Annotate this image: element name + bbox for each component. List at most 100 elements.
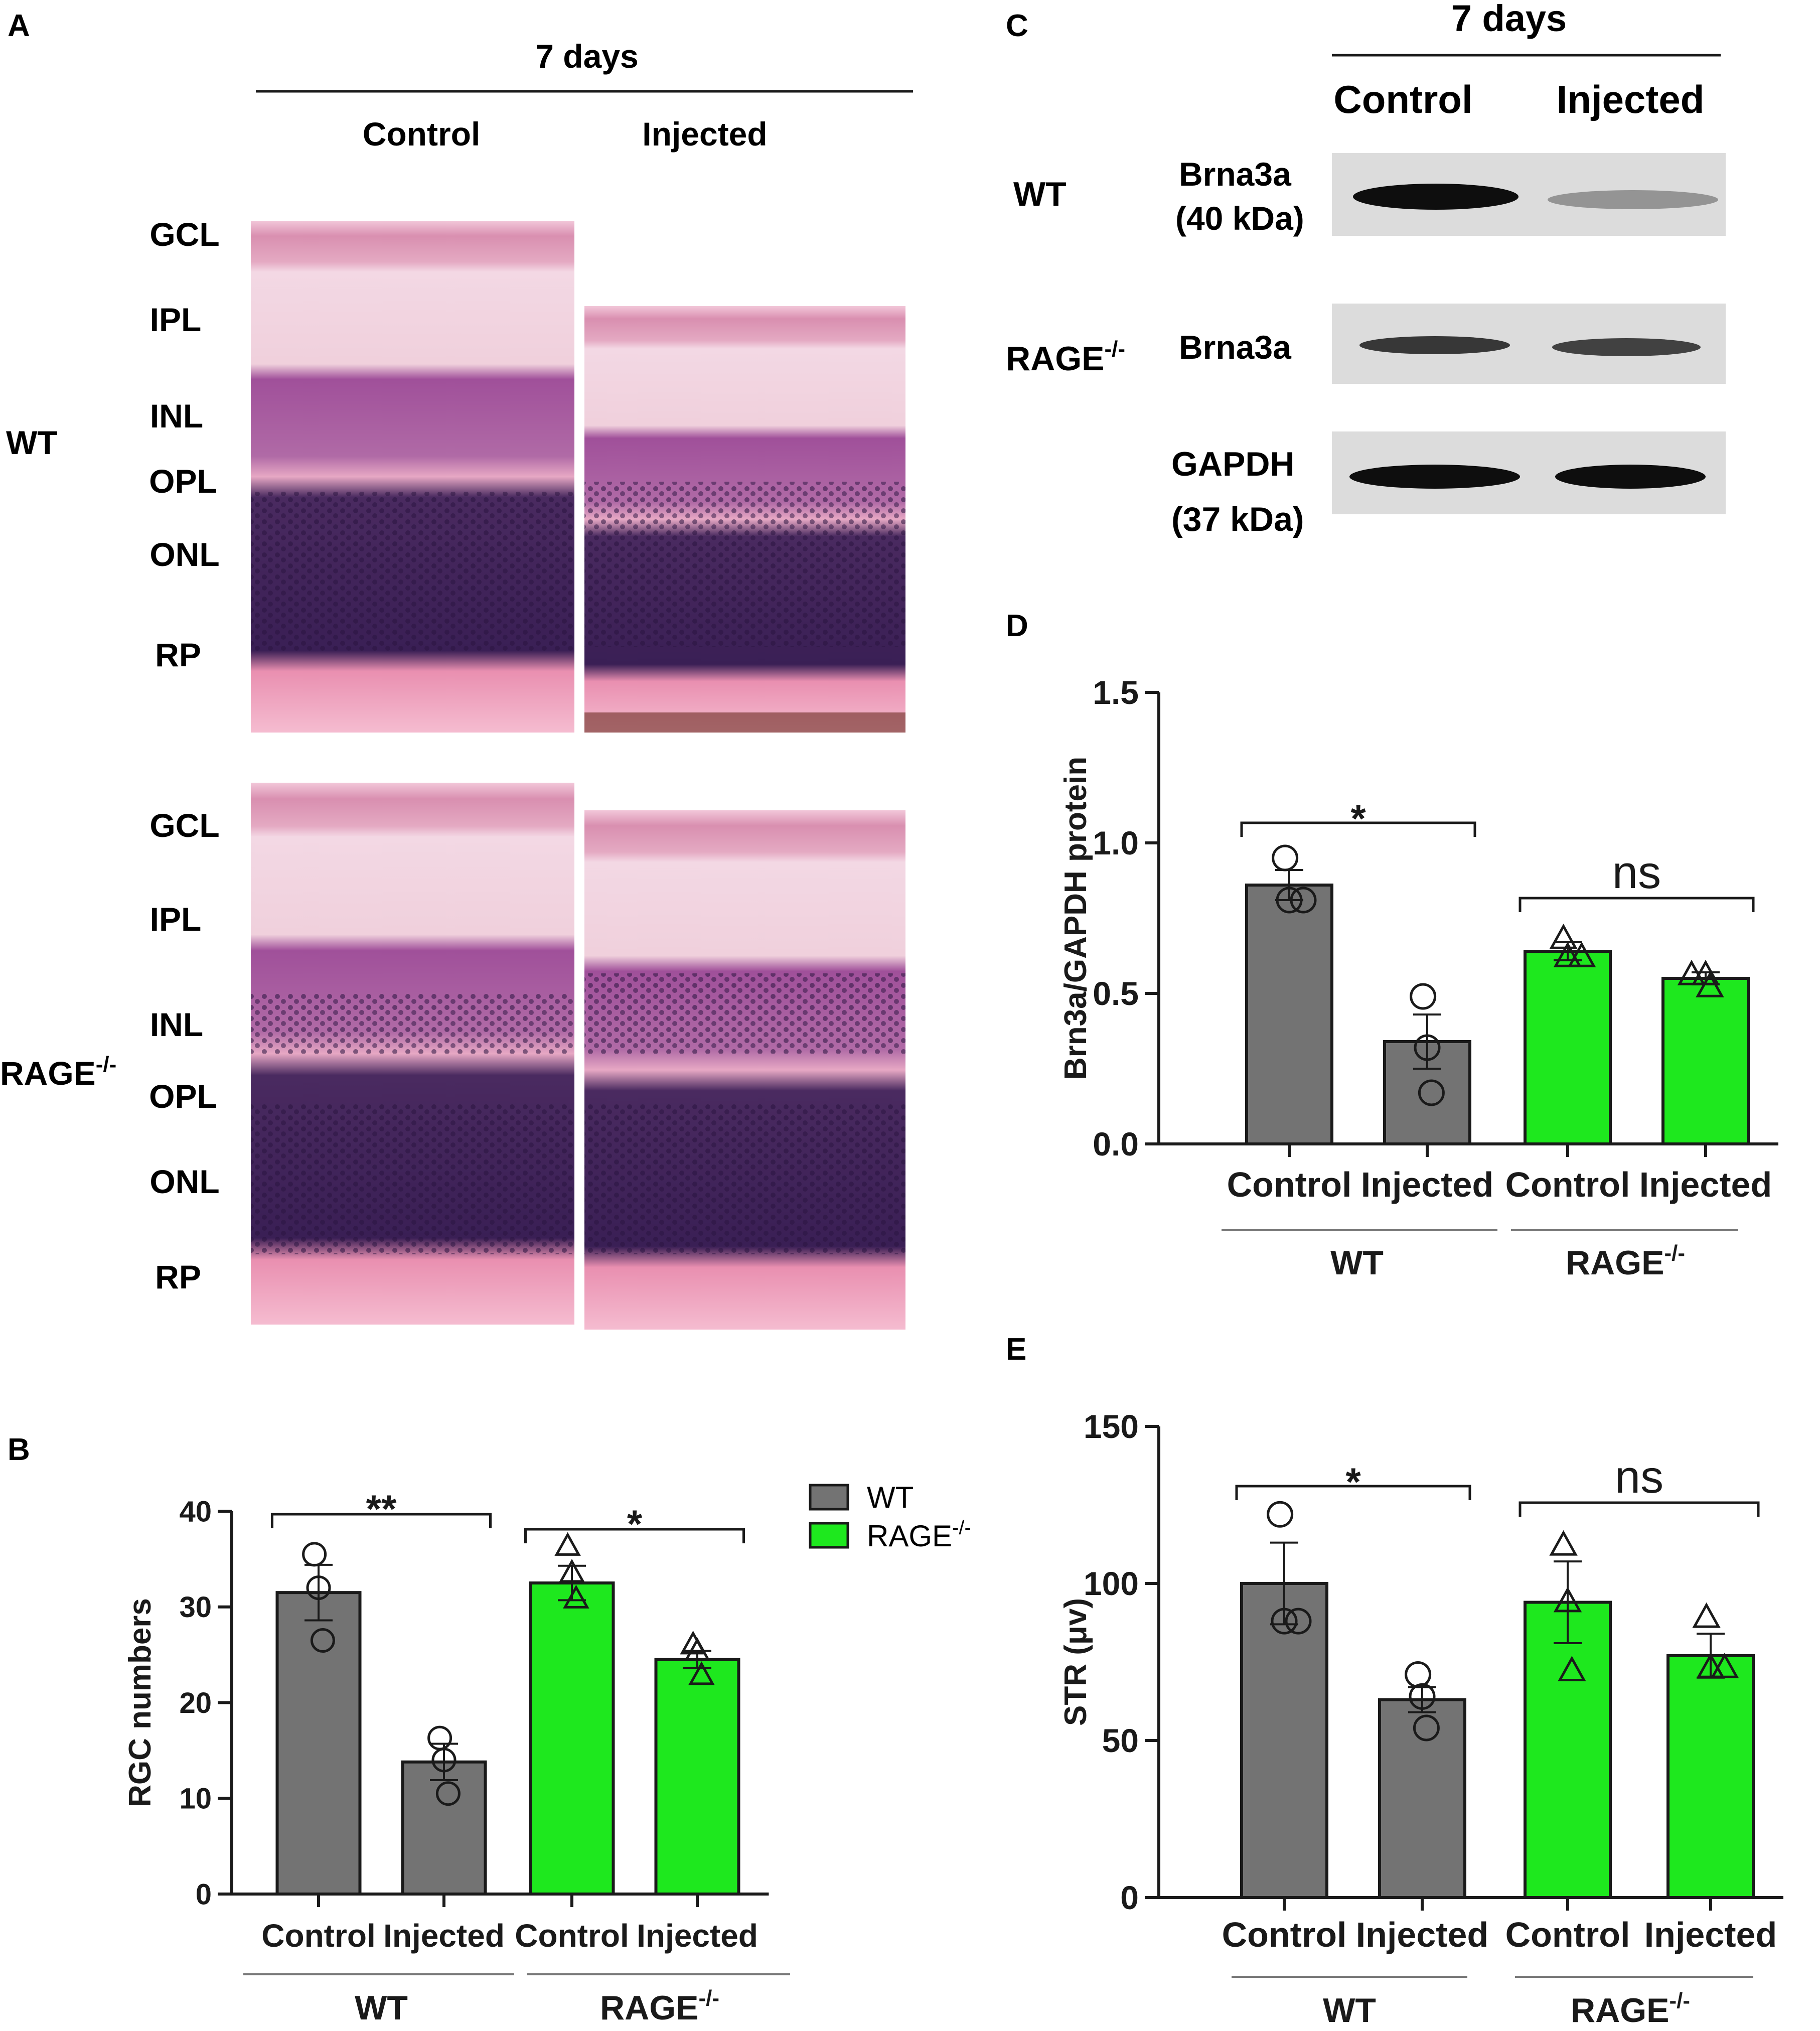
panel-e-letter: E xyxy=(1006,1332,1026,1367)
significance-bracket xyxy=(1519,1501,1760,1517)
significance-bracket xyxy=(271,1513,492,1528)
y-tick-label: 150 xyxy=(1084,1408,1139,1445)
bar xyxy=(275,1591,362,1896)
group-label: RAGE-/- xyxy=(600,1986,719,2027)
legend-label-wt: WT xyxy=(867,1481,914,1514)
layer-label: OPL xyxy=(149,463,217,500)
layer-label: RP xyxy=(155,1258,201,1295)
y-axis-label: Brn3a/GAPDH protein xyxy=(1058,757,1093,1080)
data-point xyxy=(1553,941,1582,967)
blot1-band-injected xyxy=(1548,190,1718,209)
data-point xyxy=(1405,1661,1432,1688)
significance-bracket xyxy=(1235,1485,1471,1500)
y-tick-label: 1.5 xyxy=(1093,674,1139,711)
category-label: Control xyxy=(1222,1915,1347,1954)
bar xyxy=(1378,1698,1466,1900)
panel-c-letter: C xyxy=(1006,9,1028,43)
data-point xyxy=(1553,1586,1582,1613)
y-axis-label: RGC numbers xyxy=(123,1598,158,1807)
bar xyxy=(1666,1654,1755,1899)
bar xyxy=(1245,884,1333,1145)
category-label: Control xyxy=(1505,1915,1630,1954)
category-label: Injected xyxy=(1639,1165,1772,1204)
data-point xyxy=(1692,1602,1721,1628)
panel-d: D 0.0 0.5 1.0 1.5 Brn3a/GAPDH protein Control… xyxy=(1006,609,1778,1282)
data-point xyxy=(1413,1714,1440,1742)
blot1-protein: Brna3a xyxy=(1179,156,1292,193)
layer-label: ONL xyxy=(149,1163,219,1200)
panel-a-row-wt: WT xyxy=(6,424,58,461)
panel-a: A 7 days Control Injected GCL IP xyxy=(0,9,913,1330)
layer-label: IPL xyxy=(150,901,202,938)
data-point xyxy=(1290,887,1317,914)
data-point xyxy=(1272,844,1299,872)
y-tick-label: 0 xyxy=(1120,1879,1139,1916)
y-tick-label: 100 xyxy=(1084,1565,1139,1602)
layer-label: GCL xyxy=(149,216,219,253)
data-point xyxy=(558,1559,585,1583)
bar xyxy=(1524,950,1612,1145)
data-point xyxy=(1696,1652,1725,1678)
panel-a-row-rage: RAGE-/- xyxy=(0,1052,116,1092)
panel-d-letter: D xyxy=(1006,609,1028,643)
data-point xyxy=(563,1584,589,1609)
data-point xyxy=(435,1781,461,1806)
significance-label: * xyxy=(1350,796,1366,840)
blot2-band-injected xyxy=(1552,338,1701,356)
layer-label: IPL xyxy=(150,301,202,338)
blot1-kda: (40 kDa) xyxy=(1175,200,1304,237)
layer-label: INL xyxy=(150,1006,203,1043)
significance-bracket xyxy=(1240,821,1476,837)
y-tick-label: 0 xyxy=(196,1878,212,1911)
data-point xyxy=(1414,1034,1441,1061)
category-label: Injected xyxy=(637,1918,758,1954)
y-axis-label: STR (μv) xyxy=(1058,1598,1093,1726)
data-point xyxy=(310,1628,335,1653)
histology-rage-control xyxy=(251,783,574,1325)
category-label: Control xyxy=(1505,1165,1630,1204)
legend-label-rage: RAGE-/- xyxy=(867,1517,971,1553)
panel-a-col-injected: Injected xyxy=(642,115,767,153)
significance-label: ** xyxy=(366,1487,397,1531)
data-point xyxy=(1271,1608,1298,1635)
layer-label: OPL xyxy=(149,1078,217,1115)
data-point xyxy=(554,1532,581,1556)
category-label: Control xyxy=(261,1918,376,1954)
group-label: WT xyxy=(1323,1991,1376,2029)
y-tick-label: 10 xyxy=(179,1783,212,1815)
y-tick-label: 20 xyxy=(179,1687,212,1719)
data-point xyxy=(1549,923,1578,949)
data-point xyxy=(1285,1608,1312,1635)
category-label: Control xyxy=(515,1918,629,1954)
panel-b-legend: WT RAGE-/- xyxy=(809,1481,971,1553)
legend-swatch-rage xyxy=(809,1522,849,1549)
layer-label: GCL xyxy=(149,807,219,844)
blot1-band-control xyxy=(1353,184,1519,210)
bar xyxy=(1240,1582,1328,1899)
significance-label: ns xyxy=(1612,847,1661,898)
y-tick-label: 30 xyxy=(179,1591,212,1624)
significance-label: * xyxy=(1345,1460,1361,1504)
data-point xyxy=(1558,1656,1586,1682)
bar xyxy=(1524,1601,1612,1900)
y-tick-label: 50 xyxy=(1102,1722,1139,1759)
data-point xyxy=(1549,1530,1578,1556)
data-point xyxy=(1409,1683,1436,1710)
category-label: Injected xyxy=(1644,1915,1777,1954)
blot2-protein: Brna3a xyxy=(1179,329,1292,366)
layer-label: RP xyxy=(155,636,201,673)
data-point xyxy=(1567,941,1596,967)
histology-wt-control xyxy=(251,221,574,733)
blot3-protein: GAPDH xyxy=(1171,445,1295,483)
panel-c-col-injected: Injected xyxy=(1557,77,1705,121)
data-point xyxy=(1267,1501,1294,1528)
panel-c: C 7 days Control Injected WT Brna3a (40 … xyxy=(1006,0,1726,538)
category-label: Control xyxy=(1227,1165,1352,1204)
blot3-band-injected xyxy=(1555,465,1706,489)
data-point xyxy=(684,1637,711,1661)
blot-row-rage: RAGE-/- xyxy=(1006,337,1125,378)
data-point xyxy=(431,1748,457,1773)
layer-label: ONL xyxy=(149,536,219,573)
